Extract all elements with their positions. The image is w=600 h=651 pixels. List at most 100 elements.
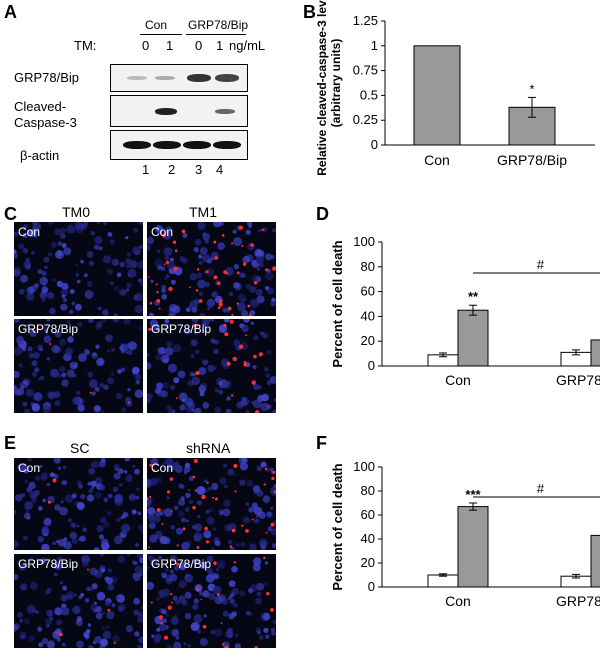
- nucleus-dot: [233, 602, 238, 608]
- nucleus-dot: [72, 361, 76, 366]
- nucleus-dot: [105, 577, 113, 585]
- y-axis-label: Relative cleaved-caspase-3 level(arbitra…: [315, 0, 343, 176]
- nucleus-dot: [92, 352, 97, 357]
- band: [155, 108, 177, 115]
- nucleus-dot: [18, 363, 23, 368]
- nucleus-dot: [207, 486, 212, 491]
- nucleus-dot: [125, 625, 133, 633]
- nucleus-dot: [88, 260, 95, 266]
- nucleus-dot: [196, 486, 206, 495]
- nucleus-dot: [158, 623, 167, 632]
- nucleus-dot: [211, 291, 218, 298]
- nucleus-dot: [77, 321, 83, 327]
- nucleus-dot: [198, 367, 207, 376]
- nucleus-dot: [253, 518, 260, 524]
- y-tick-label: 0.5: [360, 87, 378, 102]
- nucleus-dot: [29, 329, 37, 337]
- nucleus-dot: [126, 252, 131, 257]
- tunel-dot: [196, 546, 200, 549]
- nucleus-dot: [168, 312, 176, 316]
- nucleus-dot: [102, 309, 109, 316]
- nucleus-dot: [37, 535, 44, 543]
- panel-e-col-sc: SC: [70, 440, 90, 456]
- nucleus-dot: [21, 493, 26, 498]
- nucleus-dot: [139, 557, 143, 564]
- panel-e-col-shrna: shRNA: [186, 440, 231, 456]
- nucleus-dot: [120, 289, 127, 296]
- nucleus-dot: [54, 228, 62, 236]
- nucleus-dot: [22, 223, 29, 230]
- nucleus-dot: [147, 244, 151, 251]
- nucleus-dot: [266, 404, 272, 410]
- x-tick-label: GRP78/Bip: [556, 593, 600, 609]
- nucleus-dot: [76, 279, 81, 284]
- nucleus-dot: [204, 282, 210, 288]
- nucleus-dot: [19, 618, 24, 623]
- tunel-dot: [202, 625, 207, 629]
- micrograph-c-tm1-con: Con: [147, 222, 276, 316]
- nucleus-dot: [179, 404, 186, 411]
- nucleus-dot: [136, 487, 140, 491]
- nucleus-dot: [256, 267, 261, 271]
- nucleus-dot: [266, 349, 272, 355]
- nucleus-dot: [43, 325, 49, 331]
- micrograph-e-sc-grp78: GRP78/Bip: [14, 554, 143, 648]
- nucleus-dot: [46, 609, 54, 617]
- nucleus-dot: [264, 367, 269, 372]
- y-tick-label: 100: [353, 459, 375, 474]
- nucleus-dot: [266, 287, 274, 295]
- nucleus-dot: [265, 271, 274, 281]
- nucleus-dot: [76, 502, 85, 510]
- nucleus-dot: [106, 268, 113, 275]
- lane-1: 1: [142, 162, 150, 177]
- nucleus-dot: [33, 394, 40, 400]
- micrograph-e-shrna-grp78: GRP78/Bip: [147, 554, 276, 648]
- nucleus-dot: [165, 613, 170, 617]
- nucleus-dot: [266, 511, 272, 517]
- nucleus-dot: [79, 535, 86, 542]
- nucleus-dot: [81, 555, 90, 564]
- tunel-dot: [204, 526, 208, 531]
- nucleus-dot: [100, 554, 104, 557]
- nucleus-dot: [80, 593, 85, 597]
- nucleus-dot: [32, 372, 37, 377]
- nucleus-dot: [48, 391, 56, 400]
- y-tick-label: 0: [371, 137, 378, 152]
- nucleus-dot: [218, 384, 224, 389]
- nucleus-dot: [255, 288, 263, 296]
- nucleus-dot: [90, 462, 96, 468]
- tunel-dot: [166, 558, 169, 561]
- nucleus-dot: [62, 585, 68, 591]
- nucleus-dot: [166, 404, 172, 410]
- nucleus-dot: [150, 279, 154, 283]
- tunel-dot: [229, 319, 234, 324]
- nucleus-dot: [47, 222, 54, 225]
- nucleus-dot: [211, 482, 219, 491]
- nucleus-dot: [137, 524, 143, 531]
- tunel-dot: [253, 281, 258, 285]
- nucleus-dot: [106, 611, 115, 620]
- nucleus-dot: [64, 494, 74, 503]
- blot-group-grp78-line: [186, 34, 246, 35]
- nucleus-dot: [46, 640, 55, 648]
- micrograph-label: Con: [18, 461, 41, 475]
- blot-dose-1: 0: [142, 38, 150, 53]
- nucleus-dot: [147, 362, 152, 370]
- nucleus-dot: [227, 627, 233, 634]
- nucleus-dot: [165, 274, 170, 278]
- nucleus-dot: [71, 493, 77, 499]
- nucleus-dot: [272, 543, 276, 548]
- nucleus-dot: [110, 372, 115, 376]
- nucleus-dot: [199, 382, 207, 391]
- panel-f-letter: F: [316, 433, 327, 453]
- nucleus-dot: [14, 574, 19, 580]
- nucleus-dot: [218, 390, 224, 395]
- panel-c-col-tm0: TM0: [62, 204, 90, 220]
- nucleus-dot: [136, 644, 143, 648]
- nucleus-dot: [38, 642, 44, 648]
- nucleus-dot: [183, 327, 191, 335]
- nucleus-dot: [163, 508, 173, 517]
- nucleus-dot: [147, 581, 155, 590]
- nucleus-dot: [213, 348, 219, 354]
- nucleus-dot: [14, 252, 19, 260]
